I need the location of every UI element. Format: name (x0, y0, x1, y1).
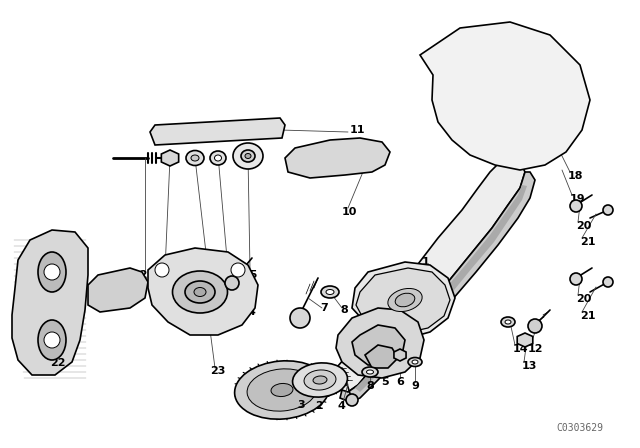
Ellipse shape (38, 252, 66, 292)
Text: 12: 12 (133, 270, 148, 280)
Text: 5: 5 (381, 377, 388, 387)
Ellipse shape (313, 376, 327, 384)
Ellipse shape (214, 155, 221, 161)
Text: 1: 1 (422, 257, 429, 267)
Ellipse shape (271, 383, 293, 396)
Text: 3: 3 (297, 400, 305, 410)
Ellipse shape (362, 367, 378, 377)
Polygon shape (336, 308, 424, 378)
Polygon shape (340, 172, 535, 402)
Ellipse shape (194, 288, 206, 297)
Polygon shape (365, 345, 398, 368)
Text: 20: 20 (576, 294, 591, 304)
Circle shape (570, 273, 582, 285)
Ellipse shape (245, 154, 251, 159)
Polygon shape (330, 158, 525, 392)
Text: 6: 6 (396, 377, 404, 387)
Ellipse shape (235, 361, 330, 419)
Polygon shape (394, 349, 406, 361)
Text: 14: 14 (513, 344, 529, 354)
Text: 12: 12 (528, 344, 543, 354)
Circle shape (44, 332, 60, 348)
Ellipse shape (233, 143, 263, 169)
Ellipse shape (185, 281, 215, 303)
Polygon shape (352, 325, 405, 365)
Text: 10: 10 (342, 207, 357, 217)
Circle shape (155, 263, 169, 277)
Circle shape (290, 308, 310, 328)
Ellipse shape (292, 363, 348, 397)
Ellipse shape (210, 151, 226, 165)
Circle shape (225, 276, 239, 290)
Text: 16: 16 (223, 270, 239, 280)
Circle shape (603, 277, 613, 287)
Circle shape (570, 200, 582, 212)
Circle shape (603, 205, 613, 215)
Polygon shape (148, 248, 258, 335)
Text: 15: 15 (243, 270, 259, 280)
Text: 13: 13 (158, 270, 173, 280)
Text: 2: 2 (315, 401, 323, 411)
Ellipse shape (395, 293, 415, 307)
Polygon shape (356, 268, 450, 333)
Ellipse shape (412, 360, 418, 364)
Polygon shape (285, 138, 390, 178)
Text: 4: 4 (248, 307, 256, 317)
Text: 9: 9 (411, 381, 419, 391)
Ellipse shape (326, 289, 334, 294)
Ellipse shape (321, 286, 339, 298)
Text: 11: 11 (350, 125, 365, 135)
Ellipse shape (505, 320, 511, 324)
Polygon shape (355, 185, 527, 392)
Text: 21: 21 (580, 311, 595, 321)
Text: 18: 18 (568, 171, 584, 181)
Text: 17: 17 (203, 270, 218, 280)
Ellipse shape (408, 358, 422, 366)
Ellipse shape (173, 271, 227, 313)
Text: 21: 21 (580, 237, 595, 247)
Ellipse shape (241, 150, 255, 162)
Ellipse shape (191, 155, 199, 161)
Polygon shape (352, 262, 455, 338)
Text: 22: 22 (50, 358, 65, 368)
Ellipse shape (367, 370, 374, 374)
Text: 13: 13 (522, 361, 538, 371)
Circle shape (528, 319, 542, 333)
Text: 19: 19 (570, 194, 586, 204)
Polygon shape (420, 22, 590, 170)
Text: 7: 7 (320, 303, 328, 313)
Circle shape (44, 264, 60, 280)
Text: 23: 23 (210, 366, 225, 376)
Ellipse shape (247, 369, 317, 411)
Polygon shape (517, 333, 532, 347)
Text: C0303629: C0303629 (557, 423, 604, 433)
Ellipse shape (304, 370, 336, 390)
Ellipse shape (501, 317, 515, 327)
Polygon shape (88, 268, 148, 312)
Circle shape (231, 263, 245, 277)
Text: 8: 8 (340, 305, 348, 315)
Polygon shape (161, 150, 179, 166)
Circle shape (346, 394, 358, 406)
Text: 4: 4 (338, 401, 346, 411)
Ellipse shape (38, 320, 66, 360)
Polygon shape (12, 230, 88, 375)
Text: 20: 20 (576, 221, 591, 231)
Ellipse shape (186, 151, 204, 165)
Text: 8: 8 (366, 381, 374, 391)
Ellipse shape (388, 289, 422, 311)
Polygon shape (150, 118, 285, 145)
